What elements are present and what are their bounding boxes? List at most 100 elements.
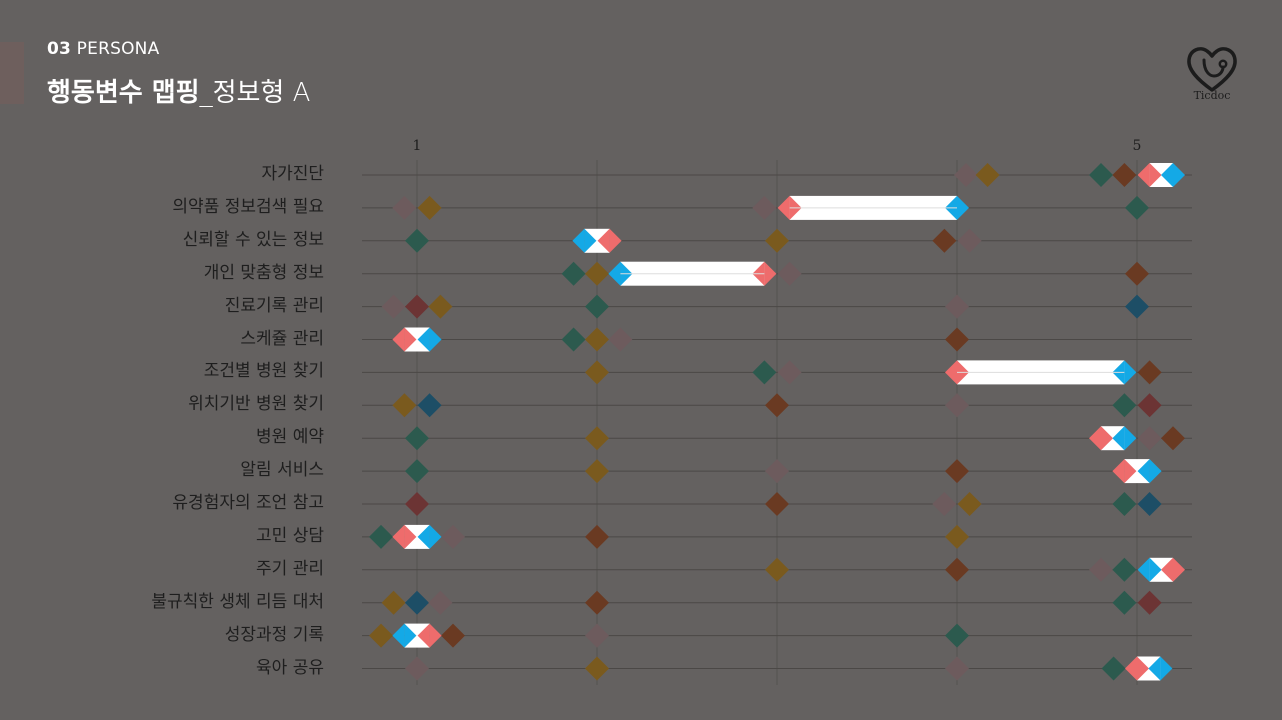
- marker-diamond: [561, 261, 586, 286]
- persona-range-start: [945, 360, 957, 385]
- persona-range: [1137, 557, 1185, 582]
- persona-range-end-inner: [1112, 426, 1125, 451]
- persona-range-end-inner: [1137, 459, 1150, 484]
- persona-range-start: [1112, 459, 1125, 484]
- row-label: 자가진단: [261, 164, 324, 184]
- marker-diamond: [765, 459, 789, 484]
- persona-range: [392, 524, 442, 549]
- persona-range: [608, 261, 777, 286]
- marker-diamond: [1112, 492, 1137, 516]
- persona-range-start-inner: [1124, 459, 1137, 484]
- persona-range-end: [1173, 557, 1185, 582]
- marker-diamond: [405, 294, 429, 319]
- marker-diamond: [585, 426, 609, 451]
- persona-range: [392, 327, 442, 352]
- persona-range-start: [1089, 426, 1101, 451]
- persona-range-start: [1125, 656, 1137, 681]
- marker-diamond: [932, 492, 957, 516]
- marker-diamond: [585, 327, 609, 352]
- persona-range: [777, 195, 969, 220]
- persona-range-end-inner: [417, 327, 430, 352]
- marker-diamond: [1125, 261, 1149, 286]
- marker-diamond: [1137, 492, 1162, 516]
- persona-range-end: [609, 228, 622, 253]
- marker-diamond: [932, 228, 957, 253]
- persona-range-end-inner: [597, 228, 610, 253]
- persona-range-end-inner: [417, 623, 430, 648]
- persona-range-start-inner: [1149, 163, 1162, 187]
- marker-diamond: [945, 294, 969, 319]
- persona-range-end: [429, 524, 442, 549]
- marker-diamond: [428, 590, 453, 615]
- marker-diamond: [441, 524, 465, 549]
- marker-diamond: [765, 393, 789, 418]
- persona-range-end: [429, 327, 442, 352]
- header-accent-bar: [0, 42, 24, 104]
- marker-diamond: [1137, 393, 1162, 418]
- persona-range-start-inner: [404, 623, 417, 648]
- marker-diamond: [957, 492, 982, 516]
- row-label: 스케쥴 관리: [240, 328, 324, 349]
- marker-diamond: [954, 163, 978, 187]
- persona-range-start: [572, 228, 585, 253]
- row-label: 육아 공유: [256, 657, 324, 678]
- persona-range-start: [608, 261, 621, 286]
- marker-diamond: [752, 360, 777, 385]
- marker-diamond: [1089, 163, 1113, 187]
- marker-diamond: [1101, 656, 1126, 681]
- persona-range: [1137, 163, 1185, 187]
- scale-label: 1: [413, 138, 422, 154]
- section-number: 03: [47, 39, 72, 59]
- marker-diamond: [1137, 590, 1162, 615]
- row-label: 조건별 병원 찾기: [203, 361, 324, 382]
- persona-range: [572, 228, 622, 253]
- persona-range-start-inner: [1149, 557, 1162, 582]
- marker-diamond: [369, 623, 393, 648]
- persona-range: [392, 623, 442, 648]
- marker-diamond: [1112, 590, 1137, 615]
- marker-diamond: [1161, 426, 1185, 451]
- row-label: 신뢰할 수 있는 정보: [182, 229, 324, 250]
- marker-diamond: [417, 195, 442, 220]
- marker-diamond: [957, 228, 982, 253]
- row-label: 병원 예약: [256, 427, 324, 448]
- persona-range-end: [429, 623, 442, 648]
- marker-diamond: [381, 590, 406, 615]
- marker-diamond: [585, 590, 609, 615]
- marker-diamond: [752, 195, 777, 220]
- row-label: 유경험자의 조언 참고: [172, 493, 324, 513]
- persona-range-start-inner: [1137, 656, 1149, 681]
- persona-range-start-inner: [1101, 426, 1113, 451]
- marker-diamond: [975, 163, 1000, 187]
- marker-diamond: [945, 459, 969, 484]
- logo-text: Ticdoc: [1193, 89, 1231, 102]
- persona-range-end: [1124, 426, 1137, 451]
- persona-range-end-inner: [1148, 656, 1161, 681]
- marker-diamond: [945, 623, 969, 648]
- row-label: 주기 관리: [256, 558, 324, 579]
- row-label: 위치기반 병원 찾기: [188, 394, 324, 415]
- marker-diamond: [777, 261, 802, 286]
- persona-range: [945, 360, 1137, 385]
- marker-diamond: [945, 524, 969, 549]
- marker-diamond: [945, 656, 969, 681]
- marker-diamond: [585, 623, 609, 648]
- page-title-sub: _정보형 A: [199, 78, 311, 108]
- persona-range-end: [1149, 459, 1162, 484]
- row-label: 개인 맞춤형 정보: [203, 262, 324, 283]
- marker-diamond: [765, 557, 789, 582]
- heart-stethoscope-icon: [1187, 47, 1237, 92]
- marker-diamond: [585, 524, 609, 549]
- marker-diamond: [405, 459, 429, 484]
- persona-range-start-inner: [404, 327, 417, 352]
- row-label: 의약품 정보검색 필요: [172, 196, 324, 217]
- marker-diamond: [428, 294, 453, 319]
- scale-label: 5: [1133, 138, 1142, 154]
- persona-range-start-inner: [404, 524, 417, 549]
- persona-range-start: [392, 524, 405, 549]
- marker-diamond: [945, 393, 969, 418]
- marker-diamond: [1125, 195, 1149, 220]
- persona-range: [1125, 656, 1173, 681]
- row-label: 진료기록 관리: [224, 295, 324, 316]
- persona-range-end-inner: [1161, 557, 1173, 582]
